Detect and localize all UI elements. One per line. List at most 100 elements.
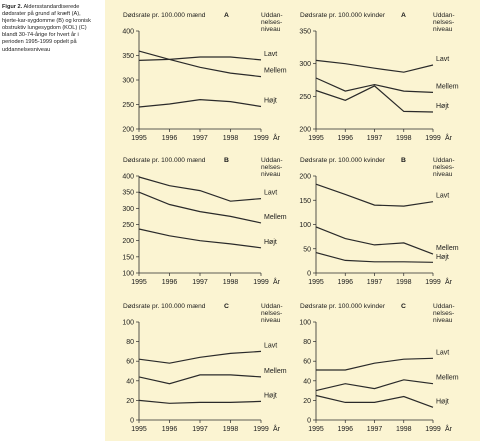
y-tick-label: 40 (126, 378, 134, 385)
legend-title: nelses- (433, 310, 454, 317)
y-tick-label: 0 (130, 418, 134, 425)
y-tick-label: 40 (303, 378, 311, 385)
y-tick-label: 80 (303, 339, 311, 346)
y-tick-label: 0 (307, 418, 311, 425)
legend-title: Uddan- (261, 12, 283, 19)
series-line-lavt (138, 56, 262, 61)
y-tick-label: 300 (122, 206, 134, 213)
x-tick-label: 1995 (308, 279, 324, 286)
x-tick-label: 1995 (308, 135, 324, 142)
x-axis-label: År (445, 133, 453, 142)
legend-title: niveau (261, 171, 281, 178)
x-tick-label: 1999 (253, 279, 269, 286)
series-line-højt (138, 399, 262, 404)
series-label: Højt (264, 392, 277, 399)
series-label: Mellem (264, 214, 287, 221)
legend-title: nelses- (433, 164, 454, 171)
series-label: Lavt (436, 349, 449, 356)
y-tick-label: 200 (299, 174, 311, 181)
y-axis-label: Dødsrate pr. 100.000 mænd (123, 303, 206, 310)
panel-label: C (224, 303, 229, 310)
x-tick-label: 1997 (192, 279, 208, 286)
y-tick-label: 300 (122, 78, 134, 85)
x-tick-label: 1997 (367, 279, 383, 286)
panel-label: C (401, 303, 406, 310)
x-tick-label: 1995 (131, 279, 147, 286)
y-tick-label: 300 (299, 61, 311, 68)
panel-label: A (224, 12, 229, 19)
x-tick-label: 1997 (367, 135, 383, 142)
legend-title: Uddan- (433, 157, 455, 164)
x-tick-label: 1996 (162, 279, 178, 286)
x-tick-label: 1998 (396, 279, 412, 286)
series-label: Lavt (264, 342, 277, 349)
x-axis-label: År (445, 277, 453, 286)
y-tick-label: 250 (122, 102, 134, 109)
x-tick-label: 1998 (396, 426, 412, 433)
y-tick-label: 350 (122, 53, 134, 60)
series-line-lavt (315, 59, 434, 73)
x-tick-label: 1997 (192, 426, 208, 433)
y-tick-label: 250 (122, 222, 134, 229)
y-tick-label: 350 (299, 29, 311, 36)
x-axis-label: År (273, 133, 281, 142)
y-axis-label: Dødsrate pr. 100.000 mænd (123, 12, 206, 19)
x-tick-label: 1995 (308, 426, 324, 433)
y-tick-label: 100 (299, 320, 311, 327)
series-line-højt (138, 98, 262, 108)
y-tick-label: 80 (126, 339, 134, 346)
y-tick-label: 400 (122, 29, 134, 36)
y-axis-label: Dødsrate pr. 100.000 mænd (123, 157, 206, 164)
y-tick-label: 200 (122, 238, 134, 245)
x-axis-label: År (273, 277, 281, 286)
y-axis-label: Dødsrate pr. 100.000 kvinder (300, 157, 386, 164)
x-tick-label: 1999 (425, 279, 441, 286)
series-line-mellem (315, 379, 434, 392)
y-tick-label: 60 (303, 359, 311, 366)
y-tick-label: 100 (122, 271, 134, 278)
series-line-lavt (316, 357, 434, 371)
x-tick-label: 1996 (337, 426, 353, 433)
x-tick-label: 1999 (425, 135, 441, 142)
series-line-mellem (138, 374, 262, 385)
x-tick-label: 1999 (253, 135, 269, 142)
series-label: Højt (264, 239, 277, 246)
series-label: Mellem (264, 368, 287, 375)
series-line-lavt (315, 183, 434, 207)
x-tick-label: 1998 (223, 426, 239, 433)
series-line-højt (138, 228, 262, 249)
legend-title: nelses- (261, 310, 282, 317)
series-line-mellem (315, 77, 434, 93)
series-label: Lavt (264, 51, 277, 58)
panel-label: B (401, 157, 406, 164)
x-tick-label: 1997 (192, 135, 208, 142)
legend-title: Uddan- (433, 12, 455, 19)
y-tick-label: 150 (299, 198, 311, 205)
x-tick-label: 1995 (131, 135, 147, 142)
series-label: Mellem (436, 245, 459, 252)
series-line-højt (315, 252, 434, 263)
y-axis-label: Dødsrate pr. 100.000 kvinder (300, 12, 386, 19)
x-tick-label: 1997 (367, 426, 383, 433)
series-line-mellem (138, 191, 262, 224)
x-tick-label: 1995 (131, 426, 147, 433)
y-tick-label: 20 (126, 398, 134, 405)
y-tick-label: 400 (122, 174, 134, 181)
panel-label: A (401, 12, 406, 19)
series-line-lavt (138, 350, 262, 364)
y-tick-label: 250 (299, 94, 311, 101)
series-line-højt (315, 394, 434, 408)
series-label: Mellem (436, 375, 459, 382)
x-tick-label: 1999 (425, 426, 441, 433)
x-tick-label: 1998 (223, 279, 239, 286)
figure-label: Figur 2. (2, 4, 23, 10)
x-axis-label: År (445, 424, 453, 433)
legend-title: niveau (433, 26, 453, 33)
series-line-mellem (315, 226, 434, 255)
y-tick-label: 0 (307, 271, 311, 278)
series-label: Lavt (264, 190, 277, 197)
series-label: Lavt (436, 193, 449, 200)
series-line-højt (315, 85, 434, 113)
series-label: Højt (436, 103, 449, 110)
